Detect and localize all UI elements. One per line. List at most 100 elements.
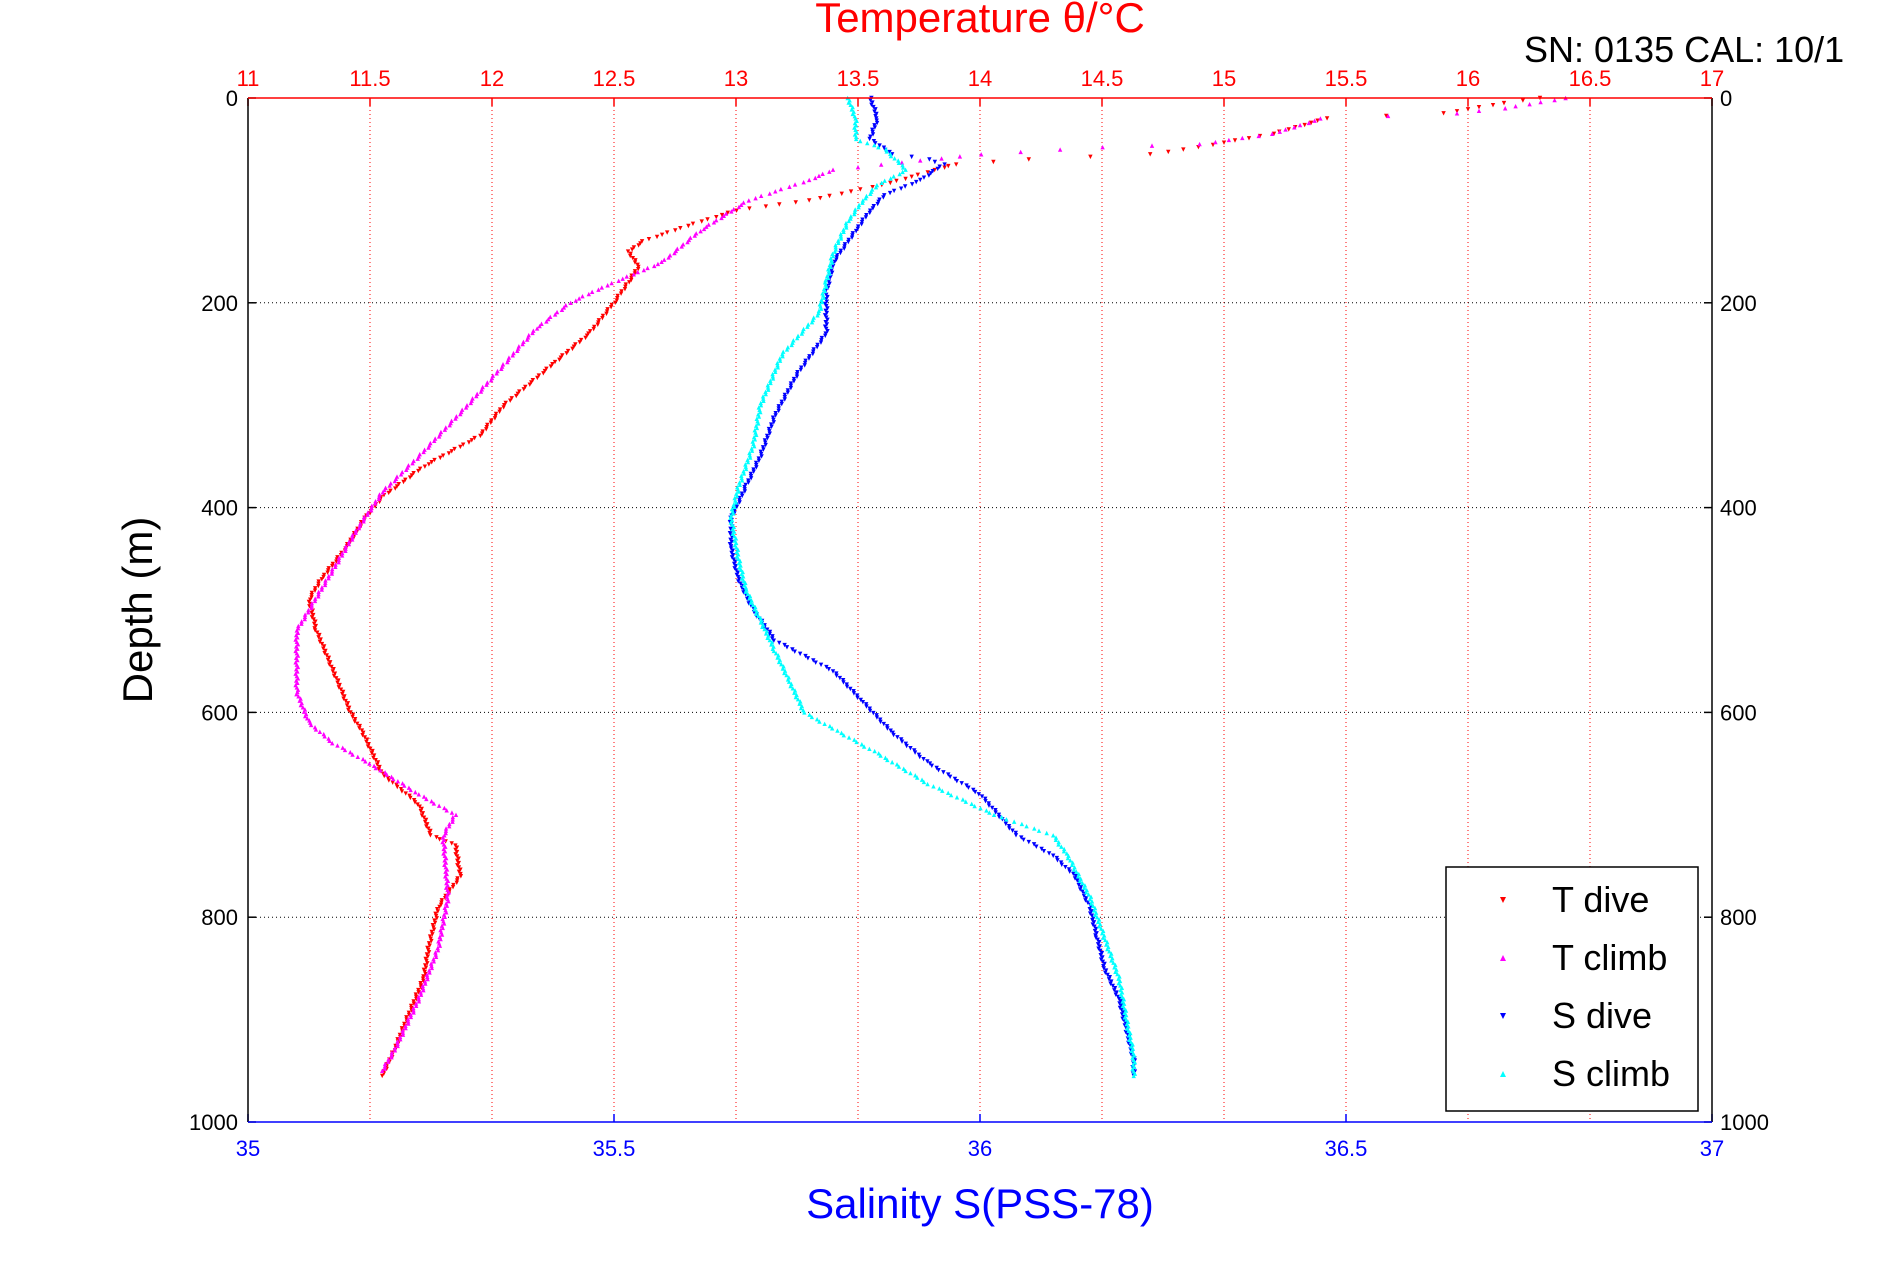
data-point <box>418 990 423 995</box>
data-point <box>1031 842 1037 847</box>
data-point <box>788 683 793 689</box>
data-point <box>523 384 528 390</box>
data-point <box>635 269 640 275</box>
data-point <box>809 714 815 720</box>
data-point <box>1283 127 1288 132</box>
data-point <box>411 999 416 1004</box>
data-point <box>892 156 897 161</box>
data-point <box>767 431 772 436</box>
data-point <box>453 416 458 421</box>
data-point <box>400 1032 406 1037</box>
data-point <box>836 240 841 246</box>
data-point <box>756 613 761 619</box>
data-point <box>869 102 874 108</box>
data-point <box>884 149 889 154</box>
data-point <box>330 566 335 572</box>
data-point <box>1090 903 1096 909</box>
data-point <box>972 803 977 809</box>
data-point <box>825 329 830 334</box>
data-point <box>946 163 951 169</box>
data-point <box>1010 828 1015 833</box>
data-point <box>824 322 830 327</box>
data-point <box>659 232 665 237</box>
data-point <box>763 442 768 448</box>
data-point <box>824 326 829 332</box>
data-point <box>515 391 520 397</box>
data-point <box>874 111 879 117</box>
data-point <box>449 449 454 454</box>
data-point <box>839 730 844 736</box>
data-point <box>386 1059 391 1064</box>
data-point <box>431 801 437 806</box>
data-point <box>382 1066 387 1071</box>
data-point <box>371 755 376 761</box>
data-point <box>1011 819 1017 824</box>
data-point <box>827 193 832 199</box>
data-point <box>1100 144 1105 150</box>
data-point <box>763 389 768 395</box>
data-point <box>1056 842 1061 847</box>
data-point <box>795 370 800 375</box>
data-point <box>400 781 405 786</box>
data-point <box>636 243 641 248</box>
data-point <box>991 812 997 817</box>
data-point <box>883 755 888 760</box>
data-point <box>384 772 390 777</box>
data-point <box>577 340 582 345</box>
data-point <box>409 1006 414 1011</box>
data-point <box>999 814 1004 820</box>
data-point <box>570 346 575 352</box>
data-point <box>1129 1044 1134 1049</box>
tick-label-right: 800 <box>1720 905 1757 930</box>
data-point <box>389 774 394 779</box>
tick-label-bottom: 37 <box>1700 1136 1724 1161</box>
data-point <box>444 871 450 877</box>
data-point <box>416 999 422 1004</box>
tick-label-top: 11 <box>237 66 260 91</box>
data-point <box>326 573 331 579</box>
data-point <box>868 191 873 197</box>
data-point <box>296 623 301 629</box>
data-point <box>794 335 800 341</box>
data-point <box>771 638 777 643</box>
data-point <box>317 639 323 645</box>
data-point <box>901 766 906 771</box>
data-point <box>1098 926 1104 931</box>
data-point <box>815 313 820 318</box>
data-point <box>450 819 455 824</box>
data-point <box>1286 127 1291 132</box>
data-point <box>488 377 494 383</box>
data-point <box>873 114 878 119</box>
data-point <box>435 945 440 951</box>
data-point <box>838 231 843 237</box>
tick-label-top: 15.5 <box>1325 66 1368 91</box>
data-point <box>398 472 404 477</box>
data-point <box>363 759 368 764</box>
data-point <box>636 266 641 272</box>
data-point <box>453 812 459 817</box>
data-point <box>431 925 436 930</box>
data-point <box>608 304 614 310</box>
data-point <box>991 159 996 165</box>
data-point <box>424 972 430 977</box>
data-point <box>554 309 560 315</box>
legend-label: S climb <box>1552 1053 1670 1094</box>
data-point <box>1019 821 1025 827</box>
data-point <box>878 719 883 725</box>
data-point <box>605 283 610 288</box>
data-point <box>1292 125 1297 130</box>
data-point <box>1026 839 1031 845</box>
data-point <box>739 576 745 581</box>
data-point <box>746 198 751 203</box>
data-point <box>851 691 857 696</box>
data-point <box>1046 851 1052 856</box>
data-point <box>652 263 657 269</box>
data-point <box>442 805 447 811</box>
data-point <box>801 179 806 185</box>
data-point <box>993 808 998 813</box>
data-point <box>819 335 825 341</box>
data-point <box>389 1054 394 1060</box>
data-point <box>433 952 438 957</box>
data-point <box>346 707 351 713</box>
data-point <box>848 686 853 692</box>
